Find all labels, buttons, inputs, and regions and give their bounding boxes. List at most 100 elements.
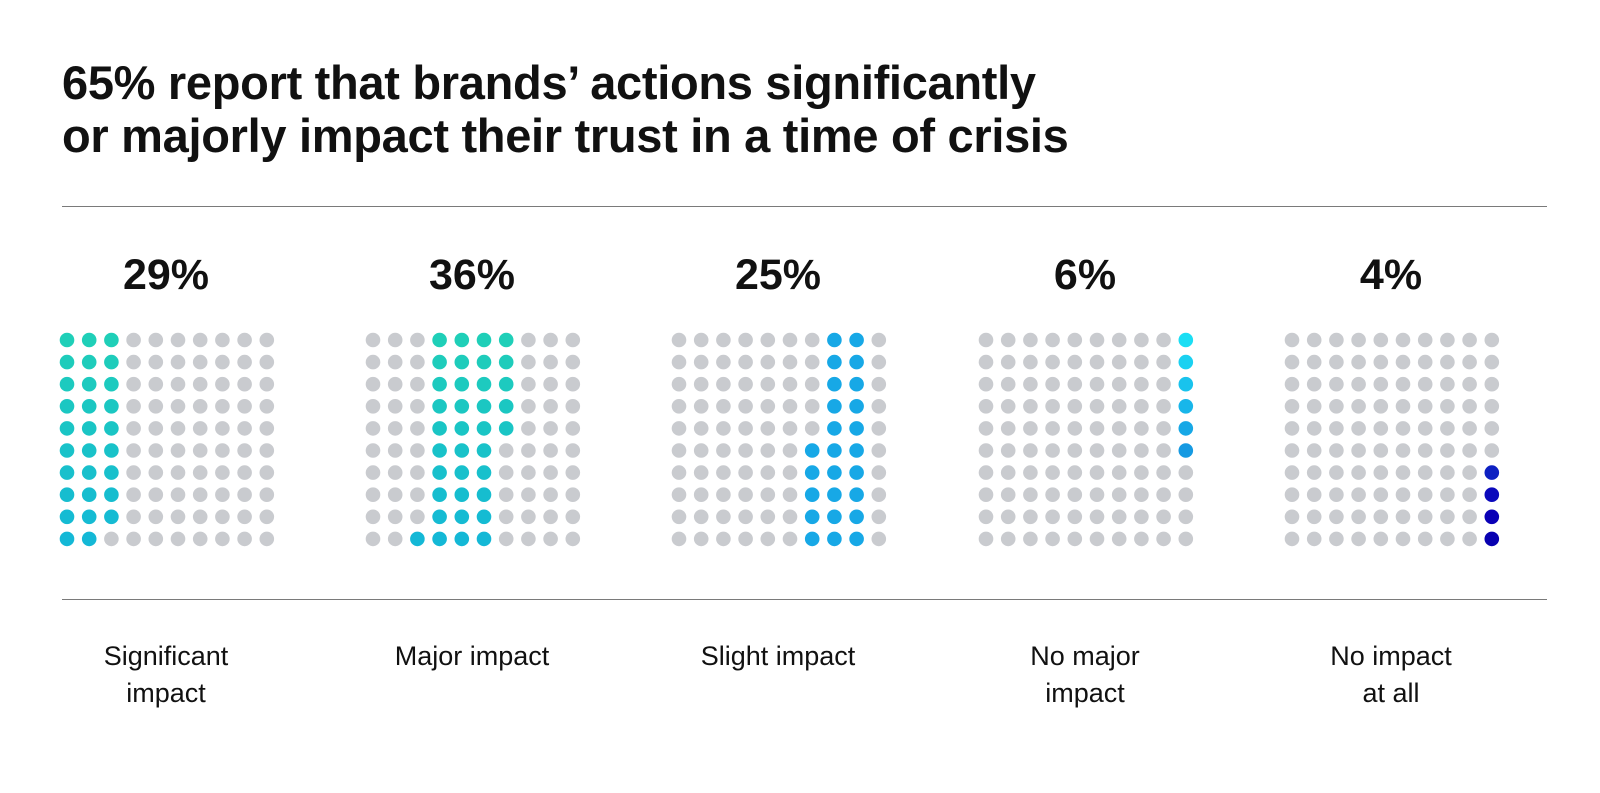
waffle-dot-empty: [1395, 443, 1411, 458]
waffle-dot-empty: [410, 332, 425, 348]
waffle-dot-empty: [738, 509, 753, 525]
waffle-dot-empty: [215, 332, 230, 348]
waffle-dot-empty: [1178, 509, 1194, 525]
waffle-dot-filled: [1484, 531, 1500, 547]
waffle-dot-filled: [454, 509, 470, 525]
waffle-dot-empty: [565, 399, 581, 414]
waffle-dot-empty: [126, 443, 141, 458]
waffle-dot-empty: [1373, 531, 1389, 547]
waffle-dot-empty: [170, 443, 186, 458]
waffle-dot-empty: [1000, 509, 1016, 525]
waffle-dot-empty: [1395, 421, 1411, 436]
waffle-dot-empty: [1351, 421, 1366, 436]
waffle-dot-empty: [1089, 487, 1105, 502]
waffle-dot-empty: [1111, 332, 1127, 348]
percent-label: 6%: [1053, 251, 1117, 299]
waffle-dot-filled: [432, 354, 447, 370]
waffle-dot-filled: [104, 443, 119, 458]
waffle-dot-empty: [148, 399, 164, 414]
percent-label: 29%: [122, 251, 210, 299]
waffle-dot-empty: [693, 509, 709, 525]
waffle-dot-empty: [1089, 421, 1105, 436]
waffle-dot-empty: [565, 509, 581, 525]
waffle-dot-empty: [1306, 399, 1322, 414]
waffle-dot-empty: [760, 354, 776, 370]
waffle-dot-filled: [827, 443, 842, 458]
waffle-dot-empty: [671, 531, 687, 547]
waffle-dot-filled: [849, 354, 864, 370]
waffle-dot-empty: [1329, 421, 1344, 436]
waffle-dot-empty: [126, 332, 141, 348]
waffle-dot-empty: [148, 487, 164, 502]
waffle-dot-empty: [1156, 376, 1171, 392]
waffle-dot-filled: [432, 332, 447, 348]
waffle-dot-empty: [1417, 354, 1433, 370]
waffle-dot-empty: [1067, 332, 1083, 348]
waffle-dot-empty: [1134, 376, 1149, 392]
waffle-dot-empty: [1306, 487, 1322, 502]
waffle-dot-filled: [410, 531, 425, 547]
category-label: Slight impact: [648, 638, 908, 675]
waffle-dot-empty: [738, 443, 753, 458]
waffle-dot-empty: [237, 487, 252, 502]
waffle-dot-empty: [1045, 399, 1060, 414]
waffle-dot-empty: [543, 487, 558, 502]
waffle-dot-filled: [59, 399, 75, 414]
waffle-dot-filled: [804, 531, 820, 547]
waffle-dot-empty: [192, 354, 208, 370]
waffle-dot-empty: [1440, 354, 1455, 370]
waffle-dot-empty: [1000, 443, 1016, 458]
waffle-dot-empty: [521, 354, 536, 370]
category-label-line: impact: [126, 678, 206, 708]
waffle-dot-empty: [565, 487, 581, 502]
waffle-dot-empty: [978, 332, 994, 348]
waffle-dot-empty: [1462, 443, 1477, 458]
waffle-dot-empty: [1000, 487, 1016, 502]
waffle-dot-empty: [978, 399, 994, 414]
waffle-dot-empty: [671, 465, 687, 480]
waffle-dot-empty: [1023, 509, 1038, 525]
waffle-dot-empty: [1440, 487, 1455, 502]
waffle-grid: [365, 332, 581, 547]
waffle-dot-empty: [1462, 421, 1477, 436]
waffle-dot-empty: [387, 399, 403, 414]
waffle-dot-empty: [365, 509, 381, 525]
waffle-dot-empty: [1134, 465, 1149, 480]
waffle-dot-empty: [521, 509, 536, 525]
waffle-dot-empty: [1306, 376, 1322, 392]
waffle-dot-empty: [1329, 487, 1344, 502]
waffle-grid: [978, 332, 1194, 547]
waffle-dot-empty: [192, 332, 208, 348]
waffle-dot-filled: [476, 531, 492, 547]
top-divider: [62, 206, 1547, 207]
waffle-dot-empty: [170, 509, 186, 525]
waffle-dot-empty: [1417, 531, 1433, 547]
waffle-dot-empty: [1111, 376, 1127, 392]
waffle-dot-filled: [432, 509, 447, 525]
waffle-dot-empty: [760, 421, 776, 436]
waffle-dot-filled: [59, 465, 75, 480]
waffle-dot-empty: [1067, 376, 1083, 392]
waffle-dot-empty: [365, 421, 381, 436]
waffle-dot-empty: [1067, 531, 1083, 547]
waffle-dot-empty: [387, 421, 403, 436]
waffle-dot-empty: [1045, 465, 1060, 480]
waffle-dot-filled: [59, 421, 75, 436]
waffle-dot-empty: [237, 509, 252, 525]
waffle-dot-filled: [454, 399, 470, 414]
waffle-dot-empty: [1134, 421, 1149, 436]
waffle-dot-filled: [104, 399, 119, 414]
waffle-dot-empty: [543, 399, 558, 414]
waffle-dot-empty: [1134, 354, 1149, 370]
waffle-dot-empty: [1462, 332, 1477, 348]
waffle-dot-empty: [1156, 487, 1171, 502]
waffle-dot-empty: [1111, 509, 1127, 525]
waffle-dot-filled: [454, 354, 470, 370]
waffle-dot-empty: [259, 421, 275, 436]
waffle-dot-filled: [454, 465, 470, 480]
waffle-dot-filled: [827, 354, 842, 370]
waffle-dot-filled: [849, 509, 864, 525]
waffle-dot-filled: [849, 531, 864, 547]
waffle-dot-empty: [760, 332, 776, 348]
waffle-dot-empty: [259, 399, 275, 414]
